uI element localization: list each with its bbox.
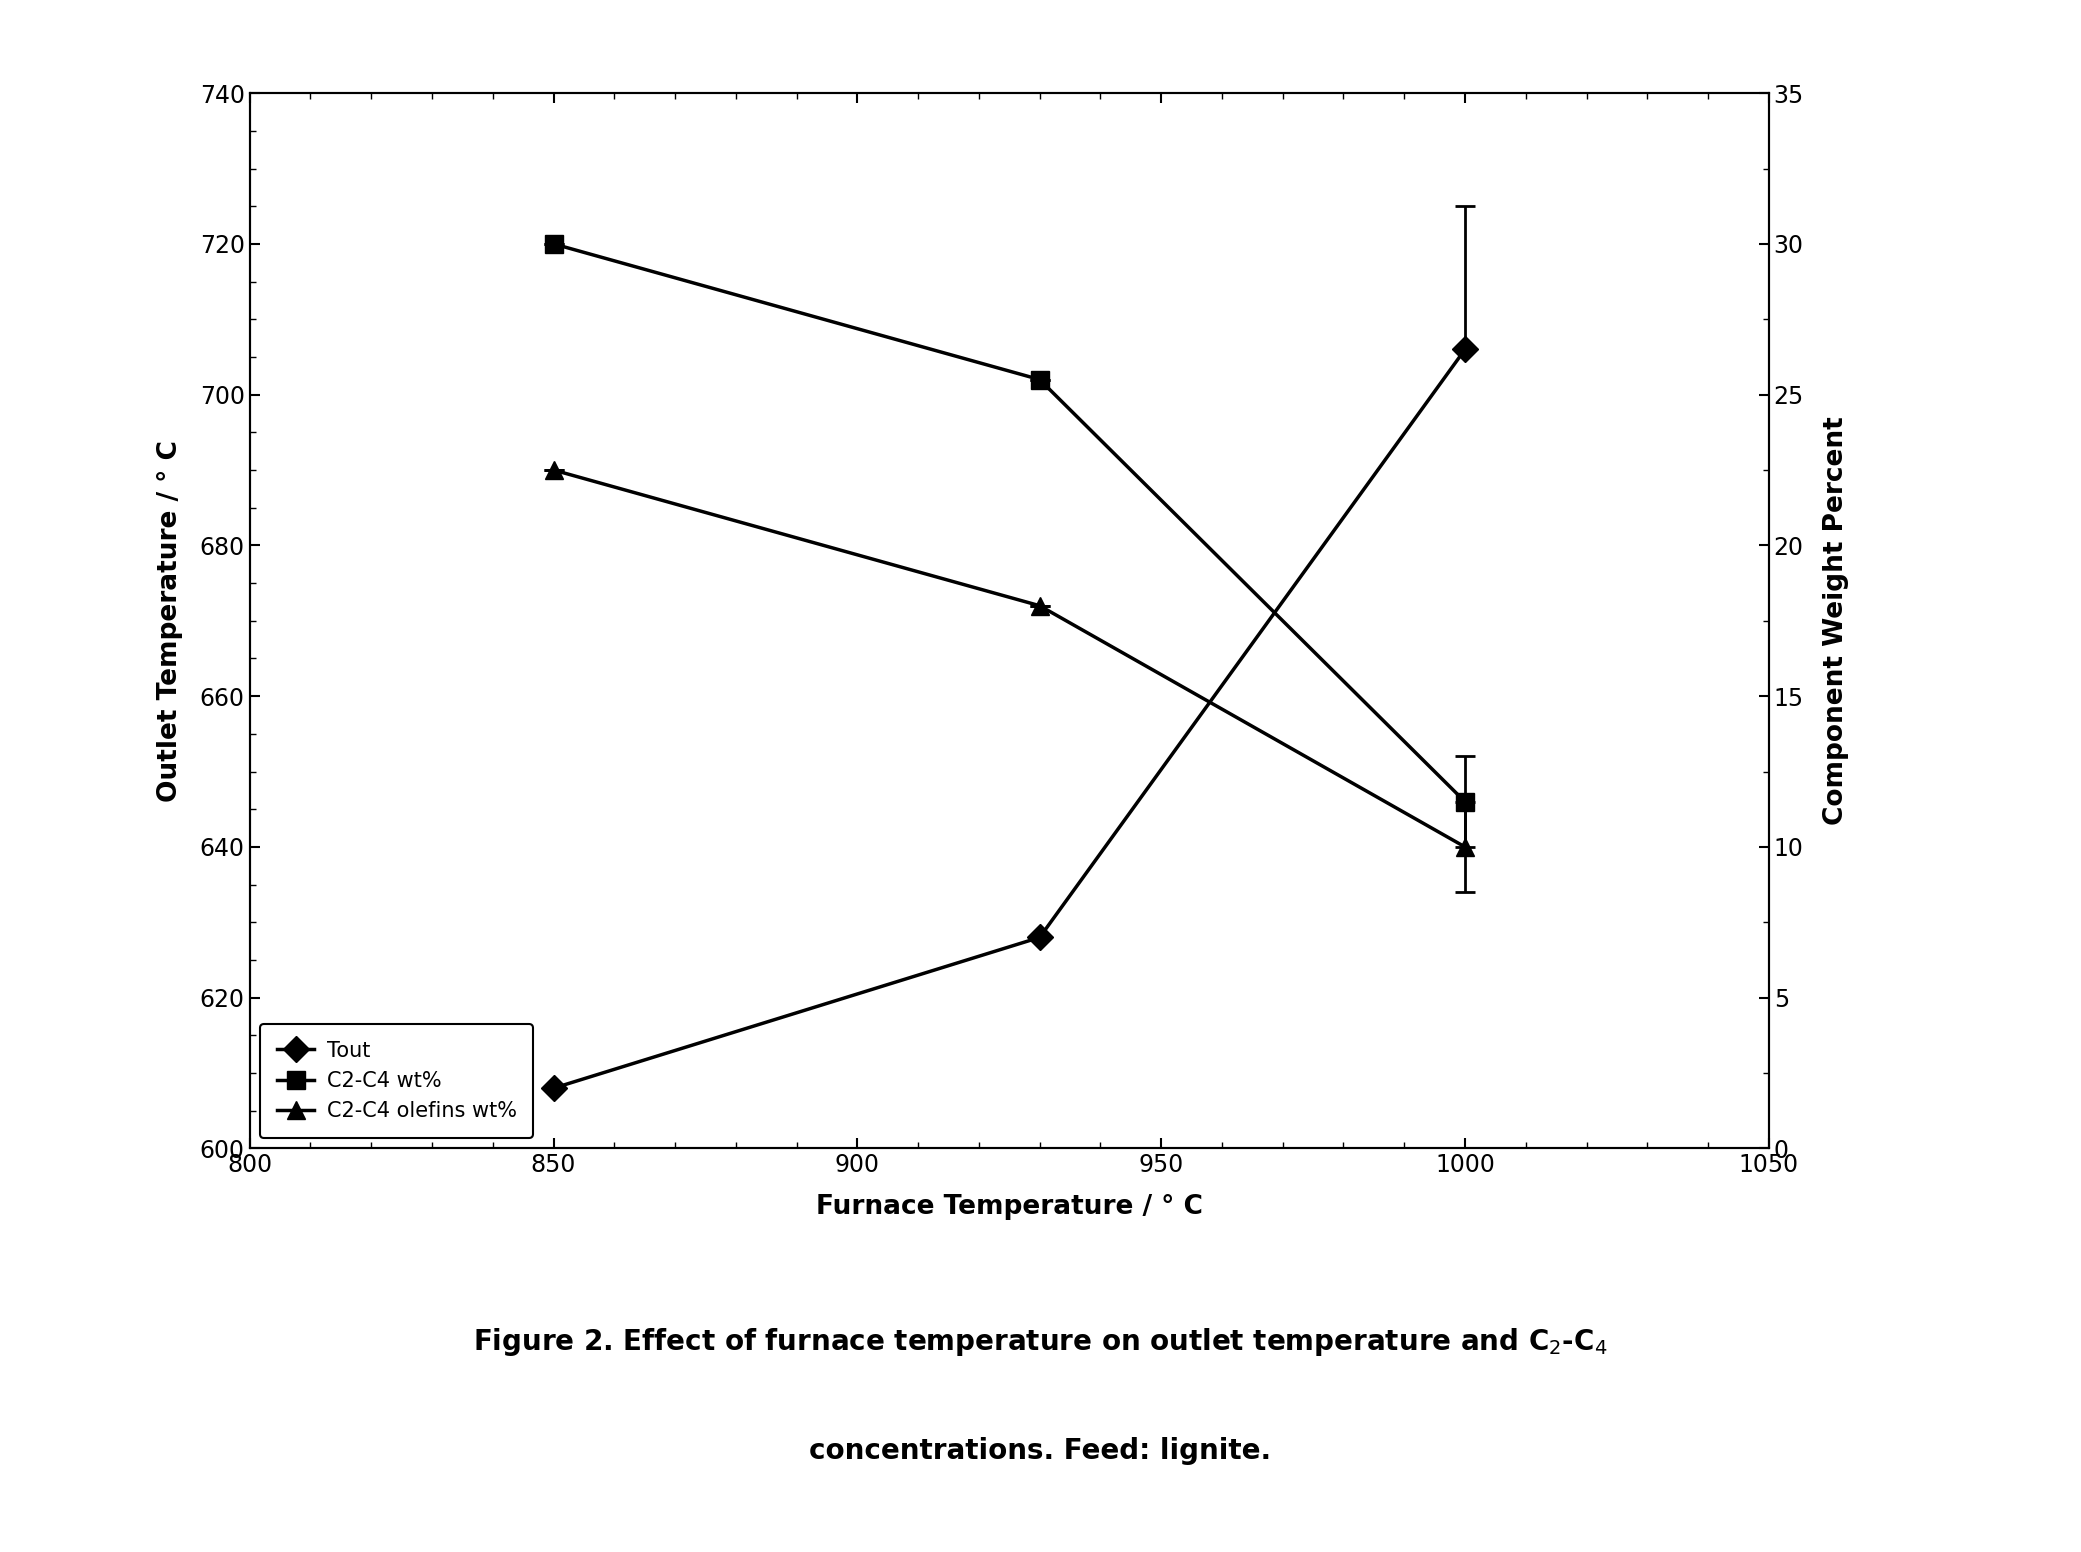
Legend: Tout, C2-C4 wt%, C2-C4 olefins wt%: Tout, C2-C4 wt%, C2-C4 olefins wt% xyxy=(260,1024,533,1138)
Text: Figure 2. Effect of furnace temperature on outlet temperature and C$_2$-C$_4$: Figure 2. Effect of furnace temperature … xyxy=(472,1327,1609,1358)
Y-axis label: Outlet Temperature / ° C: Outlet Temperature / ° C xyxy=(156,439,183,802)
Text: concentrations. Feed: lignite.: concentrations. Feed: lignite. xyxy=(810,1437,1271,1465)
Y-axis label: Component Weight Percent: Component Weight Percent xyxy=(1823,416,1850,826)
X-axis label: Furnace Temperature / ° C: Furnace Temperature / ° C xyxy=(816,1193,1203,1220)
